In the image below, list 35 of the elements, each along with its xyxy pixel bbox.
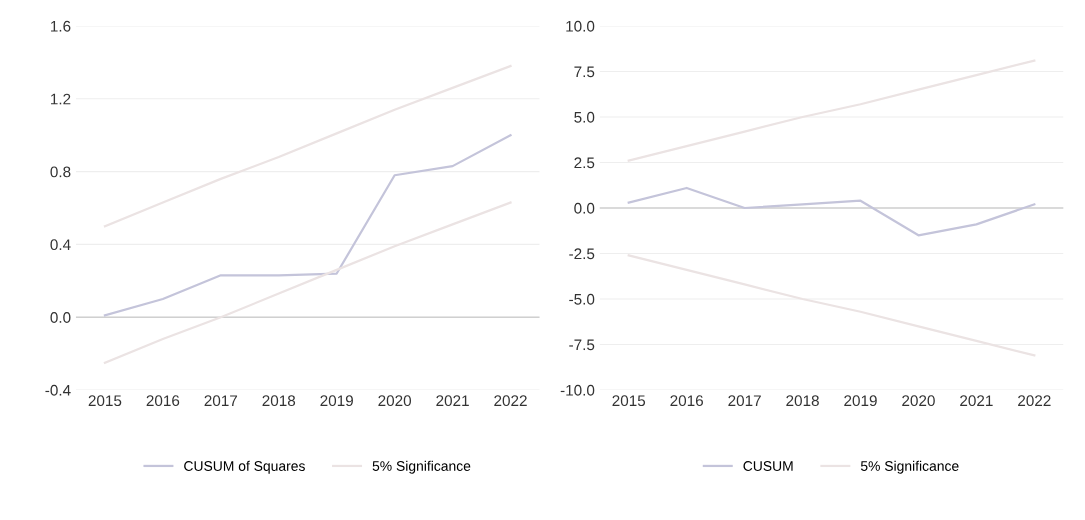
y-tick-label: -0.4 [45,384,71,396]
legend-label: 5% Significance [372,460,471,474]
x-tick-label: 2017 [728,395,761,407]
y-tick-label: 0.4 [50,239,71,251]
y-tick-label: 0.0 [50,312,71,323]
legend-label: CUSUM [743,461,793,471]
x-tick-label: 2020 [378,395,412,407]
x-tick-label: 2016 [146,395,180,407]
y-tick-label: 2.5 [574,157,595,169]
y-tick-label: 1.2 [51,93,71,105]
x-tick-label: 2020 [902,395,935,407]
y-tick-label: 5.0 [574,111,595,123]
y-tick-label: -7.5 [569,339,595,351]
x-tick-label: 2022 [494,395,527,407]
x-tick-label: 2016 [670,395,703,407]
x-tick-label: 2018 [786,395,819,407]
y-tick-label: -2.5 [569,248,595,260]
y-tick-label: 1.6 [51,20,71,32]
y-tick-label: -5.0 [569,293,595,305]
y-tick-label: 7.5 [574,66,595,78]
legend-label: CUSUM of Squares [184,460,305,474]
x-tick-label: 2021 [436,395,469,407]
x-tick-label: 2017 [204,395,238,407]
x-tick-label: 2021 [960,395,993,407]
y-tick-label: 0.8 [50,166,71,178]
y-tick-label: 10.0 [566,20,595,32]
x-tick-label: 2015 [612,395,646,407]
x-tick-label: 2015 [88,395,122,407]
y-tick-label: 0.0 [574,202,595,214]
x-tick-label: 2019 [320,395,353,407]
y-tick-label: -10.0 [560,384,595,396]
x-tick-label: 2019 [844,395,877,407]
x-tick-label: 2018 [262,395,296,407]
legend-label: 5% Significance [860,460,959,474]
x-tick-label: 2022 [1018,395,1051,407]
